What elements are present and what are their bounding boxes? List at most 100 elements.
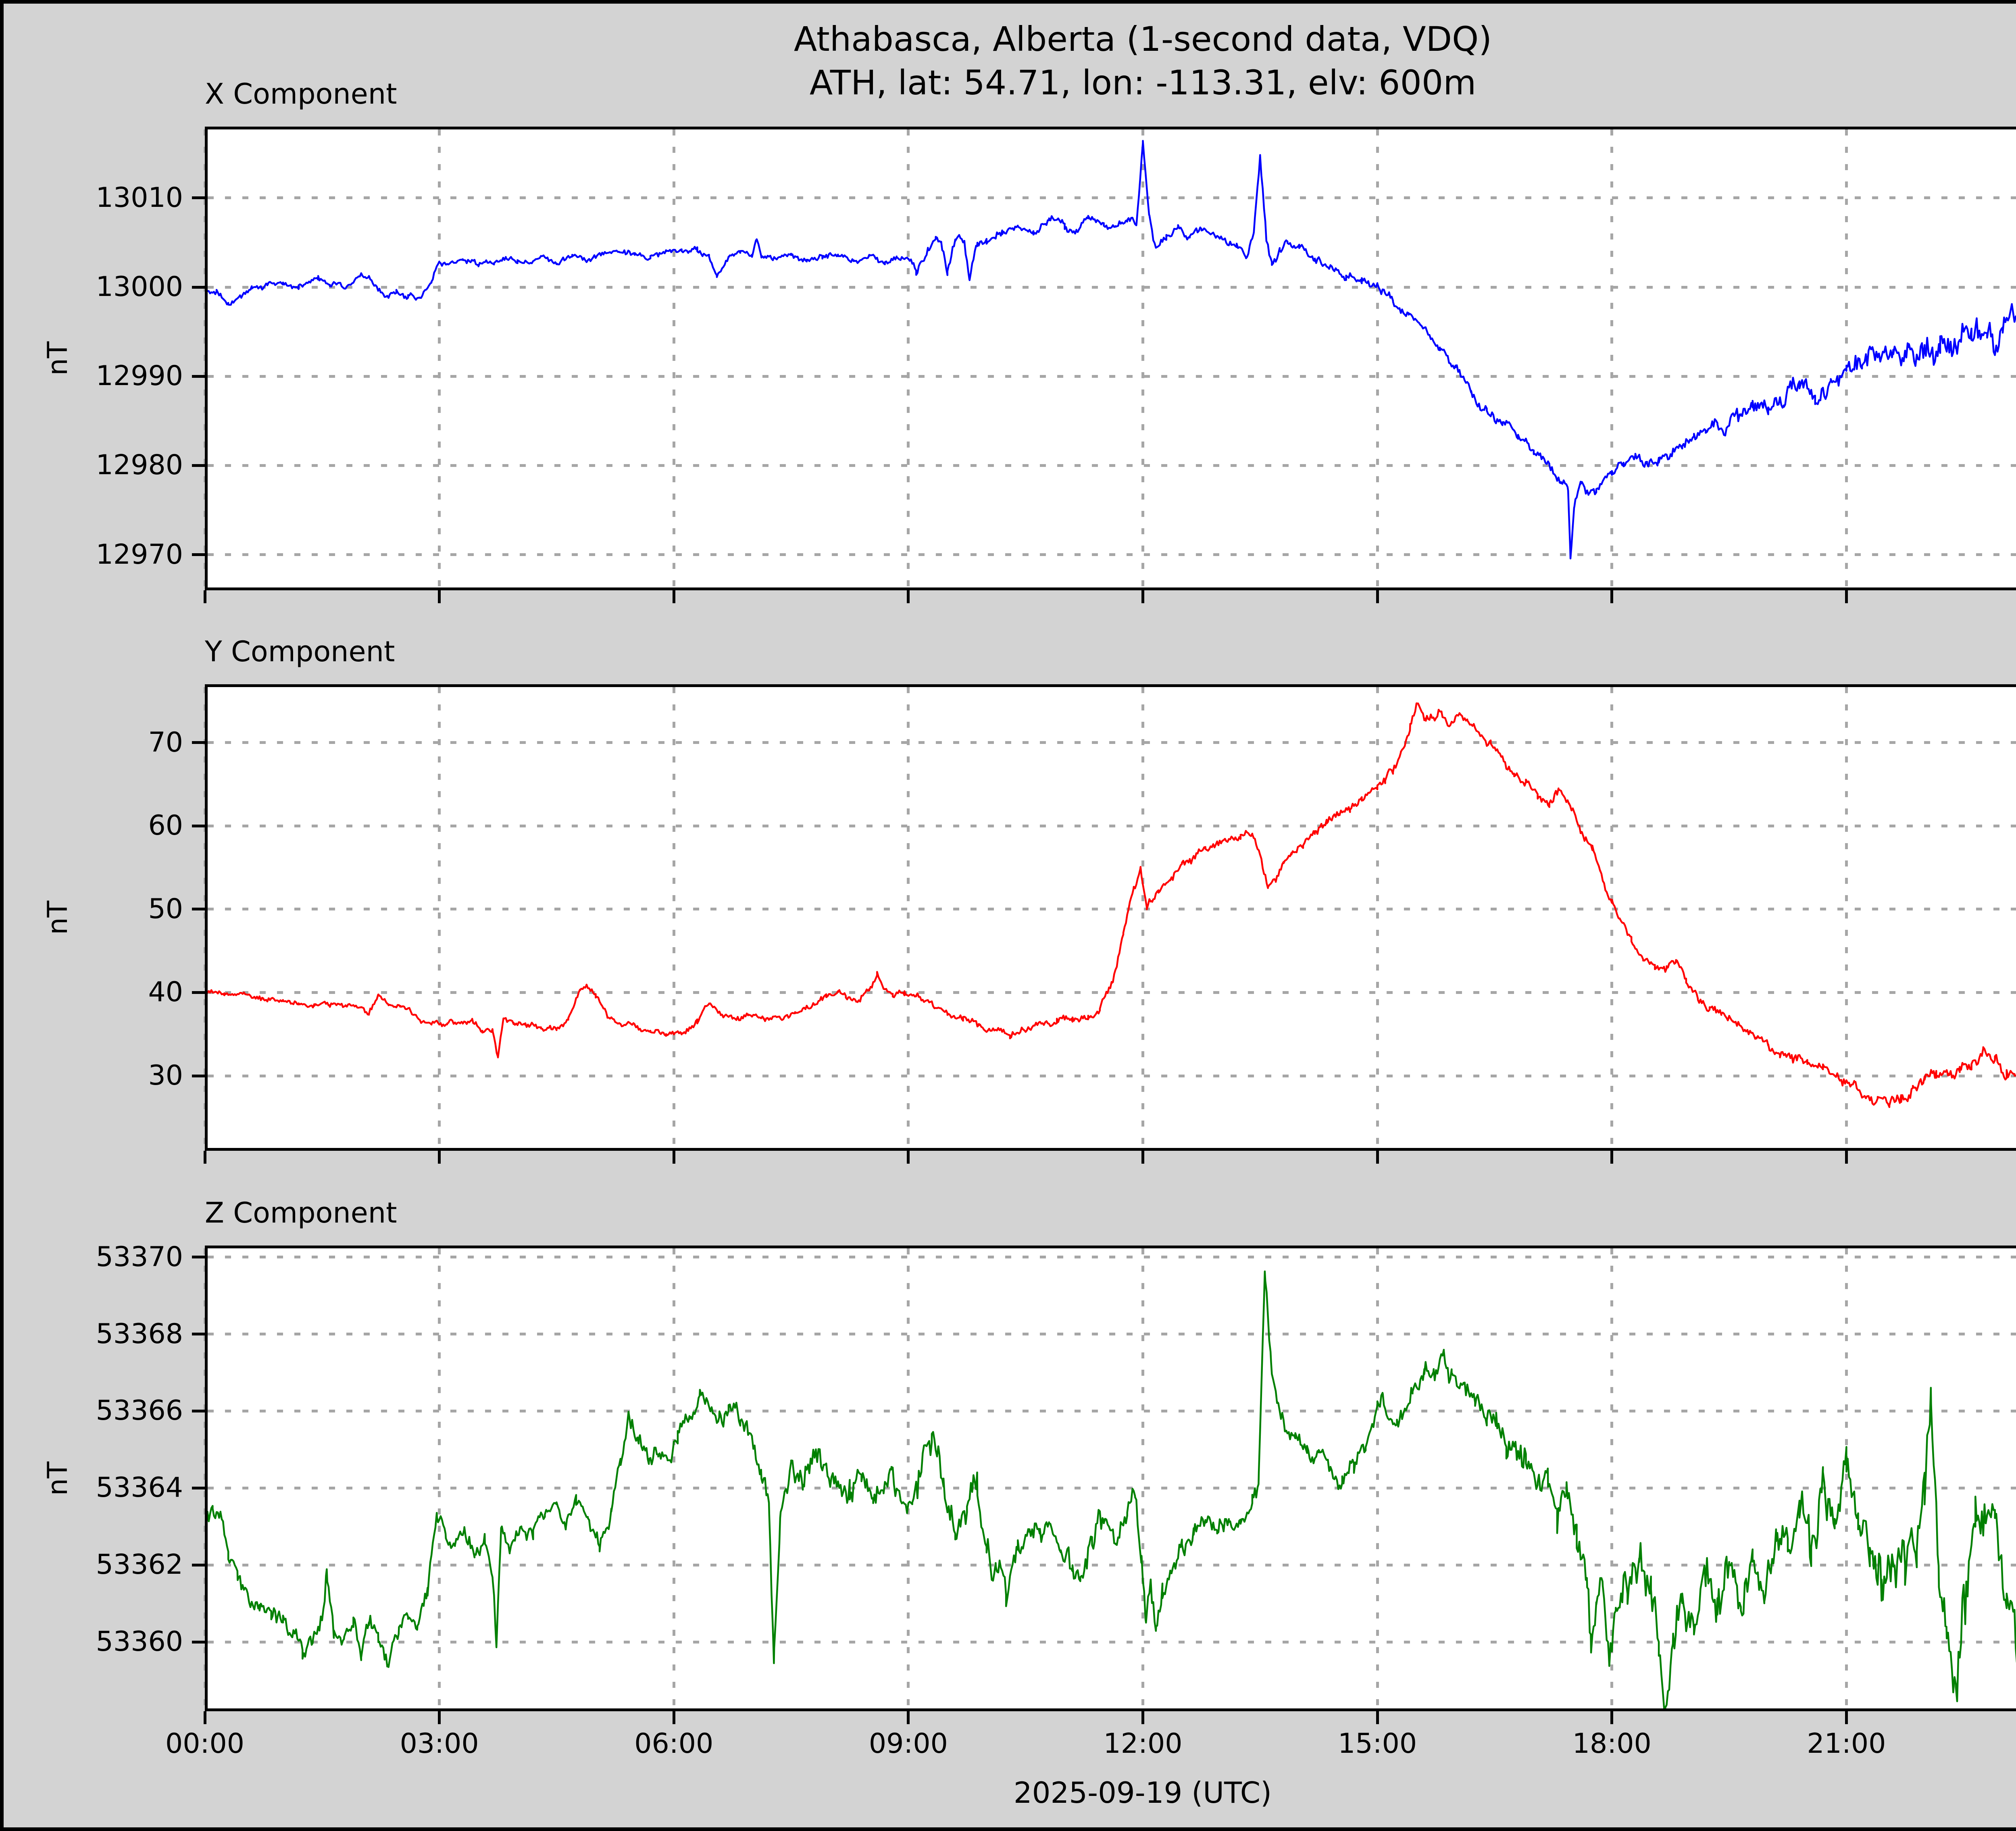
plot-area-y-component xyxy=(192,684,2016,1164)
gridline-vertical xyxy=(438,687,441,1148)
x-tick-mark xyxy=(1610,590,1614,603)
gridline-vertical xyxy=(1376,129,1379,587)
gridline-horizontal xyxy=(208,1486,2016,1489)
y-tick-label: 53364 xyxy=(96,1472,183,1504)
x-tick-mark xyxy=(907,1151,910,1164)
x-tick-mark xyxy=(203,1711,206,1724)
gridline-vertical xyxy=(1845,129,1848,587)
x-tick-mark xyxy=(203,1151,206,1164)
y-tick-mark xyxy=(192,1563,205,1566)
gridline-horizontal xyxy=(208,1563,2016,1566)
gridline-horizontal xyxy=(208,553,2016,556)
y-tick-mark xyxy=(192,991,205,994)
gridline-horizontal xyxy=(208,1640,2016,1644)
x-tick-mark xyxy=(672,1151,675,1164)
gridline-vertical xyxy=(672,129,675,587)
y-tick-label: 53366 xyxy=(96,1395,183,1427)
y-tick-mark xyxy=(192,553,205,556)
x-tick-mark xyxy=(672,1711,675,1724)
figure-title-line1: Athabasca, Alberta (1-second data, VDQ) xyxy=(793,19,1492,59)
gridline-horizontal xyxy=(208,196,2016,200)
figure-title: Athabasca, Alberta (1-second data, VDQ) … xyxy=(205,17,2016,104)
x-tick-mark xyxy=(1610,1151,1614,1164)
y-component-line xyxy=(205,702,2016,1108)
gridline-vertical xyxy=(1610,129,1614,587)
gridline-horizontal xyxy=(208,1409,2016,1412)
y-tick-label: 12980 xyxy=(96,449,183,481)
x-tick-label: 18:00 xyxy=(1572,1728,1652,1760)
y-tick-label: 30 xyxy=(148,1060,183,1092)
x-tick-mark xyxy=(438,1151,441,1164)
gridline-vertical xyxy=(1141,129,1144,587)
gridline-horizontal xyxy=(208,285,2016,289)
x-tick-label: 21:00 xyxy=(1807,1728,1886,1760)
z-component-line xyxy=(205,1270,2016,1711)
gridline-vertical xyxy=(672,687,675,1148)
x-tick-mark xyxy=(907,590,910,603)
y-tick-label: 12970 xyxy=(96,538,183,571)
x-tick-mark xyxy=(672,590,675,603)
x-tick-label: 12:00 xyxy=(1103,1728,1183,1760)
x-tick-mark xyxy=(203,590,206,603)
x-tick-mark xyxy=(1610,1711,1614,1724)
y-tick-mark xyxy=(192,464,205,467)
x-tick-mark xyxy=(1376,1151,1379,1164)
gridline-horizontal xyxy=(208,824,2016,827)
x-tick-mark xyxy=(1376,590,1379,603)
gridline-horizontal xyxy=(208,1333,2016,1336)
y-tick-label: 50 xyxy=(148,893,183,925)
y-tick-mark xyxy=(192,1486,205,1489)
y-tick-mark xyxy=(192,824,205,827)
gridline-vertical xyxy=(907,687,910,1148)
gridline-horizontal xyxy=(208,1256,2016,1259)
x-tick-label: 06:00 xyxy=(634,1728,714,1760)
x-tick-label: 00:00 xyxy=(165,1728,244,1760)
z-component-chart xyxy=(205,1270,2016,1711)
y-tick-label: 53362 xyxy=(96,1549,183,1581)
gridline-vertical xyxy=(672,1248,675,1708)
subplot-title-y-component: Y Component xyxy=(205,635,395,668)
plot-area-x-component xyxy=(192,127,2016,603)
y-tick-label: 53368 xyxy=(96,1318,183,1350)
x-component-line xyxy=(205,140,2016,560)
gridline-horizontal xyxy=(208,375,2016,378)
gridline-vertical xyxy=(907,1248,910,1708)
gridline-vertical xyxy=(1845,1248,1848,1708)
y-tick-mark xyxy=(192,375,205,378)
y-tick-mark xyxy=(192,285,205,289)
gridline-vertical xyxy=(1141,1248,1144,1708)
gridline-vertical xyxy=(1610,687,1614,1148)
x-tick-mark xyxy=(1141,1711,1144,1724)
x-axis-label: 2025-09-19 (UTC) xyxy=(1013,1776,1272,1810)
x-tick-mark xyxy=(1845,1151,1848,1164)
x-tick-mark xyxy=(1376,1711,1379,1724)
subplot-title-z-component: Z Component xyxy=(205,1196,397,1229)
x-tick-mark xyxy=(438,1711,441,1724)
y-tick-mark xyxy=(192,1074,205,1077)
x-component-chart xyxy=(205,140,2016,560)
gridline-vertical xyxy=(907,129,910,587)
y-tick-mark xyxy=(192,1640,205,1644)
y-tick-label: 13010 xyxy=(96,181,183,214)
subplot-title-x-component: X Component xyxy=(205,77,397,110)
y-tick-label: 70 xyxy=(148,726,183,758)
y-tick-label: 40 xyxy=(148,976,183,1008)
x-tick-mark xyxy=(1141,590,1144,603)
y-tick-mark xyxy=(192,908,205,911)
x-tick-mark xyxy=(1141,1151,1144,1164)
gridline-vertical xyxy=(1376,1248,1379,1708)
y-tick-label: 13000 xyxy=(96,271,183,303)
x-tick-label: 09:00 xyxy=(868,1728,948,1760)
gridline-horizontal xyxy=(208,908,2016,911)
y-tick-mark xyxy=(192,1256,205,1259)
y-tick-mark xyxy=(192,741,205,744)
gridline-horizontal xyxy=(208,1074,2016,1077)
figure-title-line2: ATH, lat: 54.71, lon: -113.31, elv: 600m xyxy=(809,63,1477,102)
y-tick-mark xyxy=(192,196,205,200)
gridline-vertical xyxy=(1141,687,1144,1148)
gridline-vertical xyxy=(438,129,441,587)
y-tick-label: 60 xyxy=(148,810,183,842)
y-tick-label: 53360 xyxy=(96,1626,183,1658)
x-tick-mark xyxy=(907,1711,910,1724)
x-tick-label: 03:00 xyxy=(400,1728,479,1760)
